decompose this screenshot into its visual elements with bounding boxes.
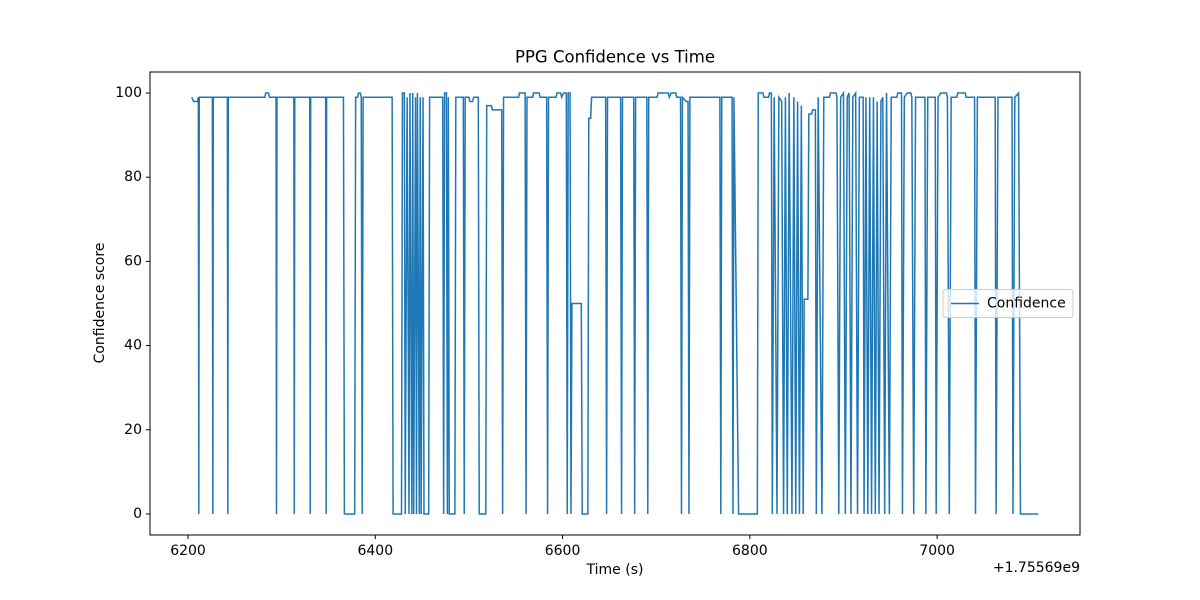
y-tick-label: 80: [124, 169, 142, 185]
legend-box: [942, 289, 1074, 318]
legend: Confidence: [942, 289, 1074, 318]
x-tick-label: 6800: [732, 543, 768, 559]
plot-frame: [149, 71, 1081, 536]
x-offset-text: +1.75569e9: [993, 560, 1080, 576]
y-tick-label: 40: [124, 338, 142, 354]
data-line: [191, 90, 1039, 515]
x-tick-label: 7000: [919, 543, 955, 559]
x-tick-label: 6600: [545, 543, 581, 559]
chart-title: PPG Confidence vs Time: [515, 48, 715, 67]
y-tick-label: 100: [115, 85, 142, 101]
y-tick-label: 20: [124, 422, 142, 438]
y-tick-label: 0: [133, 506, 142, 522]
y-tick-label: 60: [124, 253, 142, 269]
y-axis-label: Confidence score: [92, 243, 108, 364]
x-tick-label: 6400: [357, 543, 393, 559]
x-tick-label: 6200: [170, 543, 206, 559]
x-axis-label: Time (s): [586, 562, 644, 578]
legend-label: Confidence: [987, 296, 1066, 312]
